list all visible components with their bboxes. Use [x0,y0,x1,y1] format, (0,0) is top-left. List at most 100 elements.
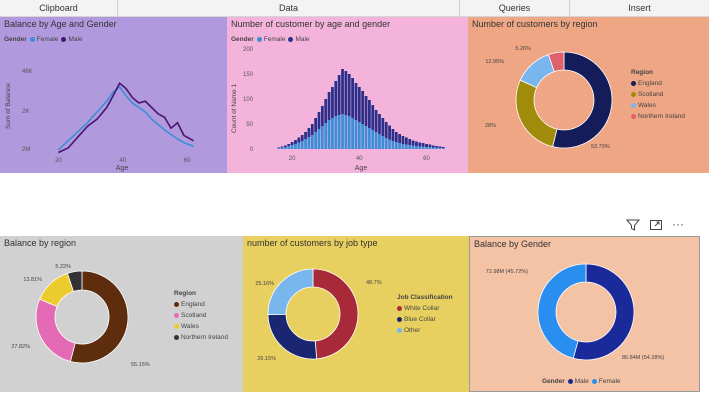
bar-male[interactable] [324,99,328,123]
bar-female[interactable] [331,118,334,149]
bar-male[interactable] [290,142,294,145]
bar-female[interactable] [344,115,348,149]
bar-male[interactable] [310,124,314,135]
donut-slice-wales[interactable] [39,272,74,308]
legend-item-wales[interactable]: Wales [174,321,228,332]
bar-female[interactable] [347,116,351,149]
bar-female[interactable] [425,147,428,149]
bar-male[interactable] [391,129,395,141]
bar-male[interactable] [331,87,334,118]
more-options-icon[interactable]: ··· [672,217,684,231]
bar-male[interactable] [280,146,284,148]
legend-item-northern-ireland[interactable]: Northern Ireland [631,111,685,122]
legend-item-scotland[interactable]: Scotland [631,89,685,100]
legend-item-blue-collar[interactable]: Blue Collar [397,314,453,325]
bar-female[interactable] [438,148,442,149]
bar-female[interactable] [384,138,388,149]
legend-item-other[interactable]: Other [397,325,453,336]
bar-male[interactable] [421,143,425,147]
bar-male[interactable] [304,132,307,139]
donut-slice-wales[interactable] [519,54,555,89]
bar-female[interactable] [280,147,284,150]
bar-female[interactable] [324,123,328,149]
ribbon-group-data[interactable]: Data [118,0,460,17]
donut-slice-female[interactable] [537,263,587,359]
bar-male[interactable] [347,74,351,116]
donut-slice-england[interactable] [69,270,129,364]
bar-female[interactable] [300,141,304,149]
bar-male[interactable] [320,106,324,126]
bar-female[interactable] [357,122,361,149]
bar-female[interactable] [317,129,321,149]
bar-female[interactable] [378,134,381,149]
bar-female[interactable] [441,148,445,149]
bar-male[interactable] [435,146,438,148]
bar-female[interactable] [381,136,385,149]
ribbon-group-queries[interactable]: Queries [460,0,570,17]
bar-male[interactable] [431,145,435,148]
bar-male[interactable] [394,132,398,142]
bar-male[interactable] [357,87,361,122]
bar-male[interactable] [297,137,301,143]
bar-male[interactable] [294,140,297,144]
donut-slice-blue-collar[interactable] [267,313,318,360]
series-line-female[interactable] [57,85,194,151]
balance-region-visual[interactable]: Balance by region 55.15% 27.82% 13.81% 5.22… [0,236,243,392]
bar-male[interactable] [300,135,304,141]
bar-male[interactable] [314,118,318,132]
filter-icon[interactable] [625,218,641,235]
bar-male[interactable] [344,71,348,115]
bar-female[interactable] [418,146,422,150]
bar-female[interactable] [388,139,391,150]
bar-female[interactable] [415,146,418,149]
bar-male[interactable] [334,81,338,116]
bar-female[interactable] [431,147,435,150]
bar-male[interactable] [368,100,371,128]
bar-male[interactable] [378,114,381,134]
bar-female[interactable] [327,120,331,149]
bar-male[interactable] [341,69,344,114]
bar-female[interactable] [391,141,395,149]
legend-item-scotland[interactable]: Scotland [174,310,228,321]
bar-male[interactable] [317,112,321,129]
bar-male[interactable] [418,142,422,147]
bar-male[interactable] [401,136,405,144]
bar-male[interactable] [384,122,388,138]
bar-female[interactable] [310,135,314,149]
bar-female[interactable] [428,147,432,149]
bar-female[interactable] [398,143,402,149]
bar-female[interactable] [411,145,415,150]
customer-age-gender-visual[interactable]: Number of customer by age and gender Gen… [227,17,468,173]
bar-female[interactable] [304,139,307,149]
bar-male[interactable] [337,75,341,115]
bar-female[interactable] [294,144,297,149]
bar-female[interactable] [307,137,311,149]
series-line-male[interactable] [58,81,194,154]
bar-male[interactable] [287,144,291,146]
bar-female[interactable] [374,132,378,149]
legend-item-england[interactable]: England [174,299,228,310]
legend-female[interactable]: Female [598,378,621,385]
bar-male[interactable] [398,134,402,143]
donut-slice-other[interactable] [267,268,314,315]
bar-male[interactable] [354,83,358,120]
bar-male[interactable] [408,139,412,145]
bar-male[interactable] [388,125,391,140]
ribbon-group-insert[interactable]: Insert [628,3,651,13]
donut-slice-scotland[interactable] [35,298,76,362]
donut-slice-male[interactable] [572,263,635,361]
balance-gender-visual[interactable]: Balance by Gender 86.84M (54.28%) 72.98M … [469,236,700,392]
bar-female[interactable] [404,144,408,150]
ribbon-group-clipboard[interactable]: Clipboard [0,0,118,17]
bar-male[interactable] [374,110,378,132]
balance-age-gender-visual[interactable]: Balance by Age and Gender Gender Female Ma… [0,17,227,173]
bar-female[interactable] [421,146,425,150]
focus-mode-icon[interactable] [649,218,663,235]
legend-item-wales[interactable]: Wales [631,100,685,111]
bar-male[interactable] [411,140,415,146]
bar-female[interactable] [277,148,281,149]
bar-male[interactable] [371,105,375,130]
bar-male[interactable] [307,128,311,137]
legend-female[interactable]: Female [36,36,59,43]
bar-female[interactable] [337,115,341,149]
